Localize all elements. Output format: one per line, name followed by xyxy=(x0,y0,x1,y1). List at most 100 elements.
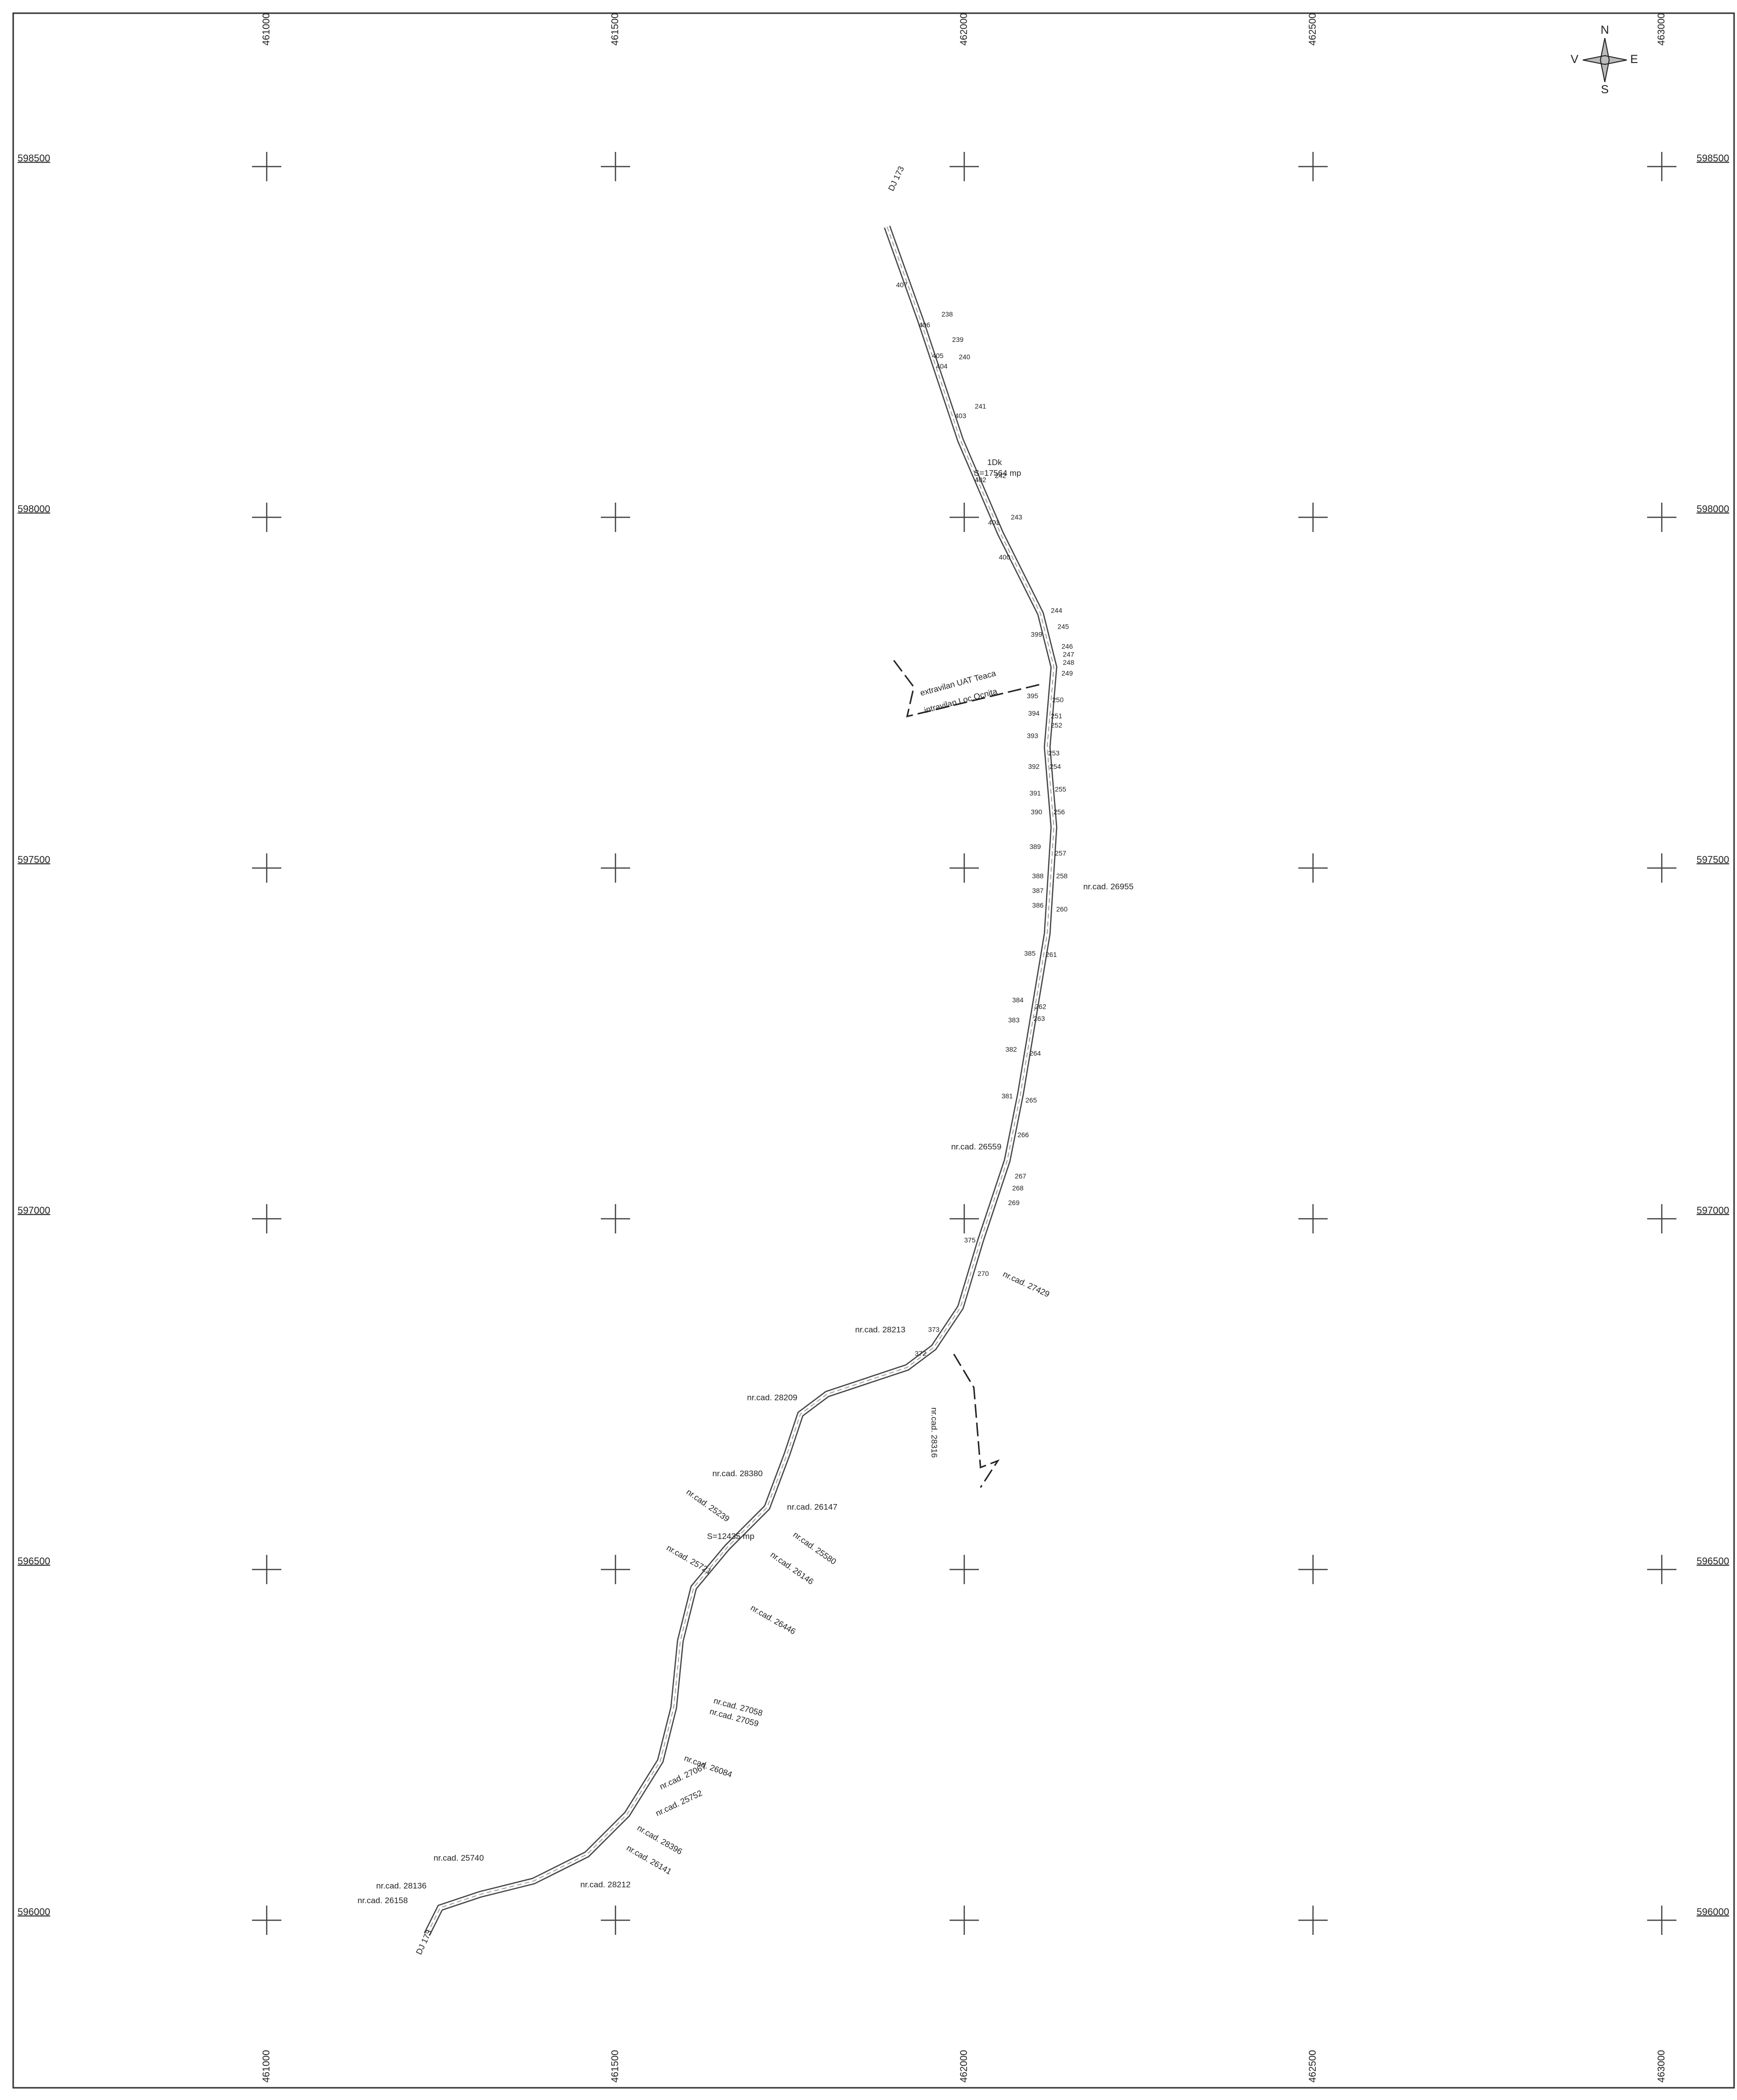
grid-cross xyxy=(1647,1555,1676,1584)
grid-cross xyxy=(1298,853,1328,883)
y-coordinate-label: 598500 xyxy=(18,153,50,164)
grid-cross xyxy=(1298,152,1328,181)
map-label: nr.cad. 25740 xyxy=(434,1853,484,1863)
map-label: 1Dk xyxy=(987,458,1002,467)
grid-cross xyxy=(252,1906,281,1935)
point-number: 253 xyxy=(1048,749,1060,757)
map-label: nr.cad. 28136 xyxy=(376,1881,426,1890)
point-number: 391 xyxy=(1030,789,1041,797)
map-label: nr.cad. 26446 xyxy=(749,1603,797,1636)
point-number: 406 xyxy=(919,321,931,329)
point-number: 407 xyxy=(896,281,908,289)
point-number: 250 xyxy=(1052,696,1064,703)
point-number: 390 xyxy=(1031,808,1042,816)
map-label: DJ 173 xyxy=(887,165,906,192)
road-surface xyxy=(424,226,1057,1935)
point-number: 264 xyxy=(1030,1049,1041,1057)
grid-cross xyxy=(950,152,979,181)
grid-cross xyxy=(950,1906,979,1935)
point-number: 262 xyxy=(1035,1003,1047,1011)
point-number: 260 xyxy=(1056,905,1068,913)
grid-cross xyxy=(601,152,630,181)
boundary-line xyxy=(953,1354,1000,1488)
grid-cross xyxy=(601,1204,630,1233)
point-number: 249 xyxy=(1061,669,1073,677)
point-number: 401 xyxy=(988,518,1000,526)
y-coordinate-label: 597500 xyxy=(18,854,50,865)
map-label: S=17564 mp xyxy=(974,468,1021,478)
x-coordinate-label: 462500 xyxy=(1307,13,1318,46)
grid-cross xyxy=(252,152,281,181)
map-label: nr.cad. 28209 xyxy=(747,1393,797,1402)
compass-letter: E xyxy=(1630,53,1638,66)
map-label: DJ 173 xyxy=(414,1929,434,1956)
point-number: 392 xyxy=(1028,763,1040,770)
map-label: nr.cad. 26955 xyxy=(1083,882,1134,891)
map-label: nr.cad. 26146 xyxy=(769,1550,815,1587)
point-number: 402 xyxy=(975,476,987,484)
point-number: 252 xyxy=(1051,721,1062,729)
compass-letter: N xyxy=(1601,23,1609,37)
grid-cross xyxy=(252,853,281,883)
boundary-line xyxy=(893,659,1041,718)
x-coordinate-label: 462500 xyxy=(1307,2050,1318,2083)
road-outline xyxy=(424,225,1058,1936)
point-number: 238 xyxy=(941,310,953,318)
compass-rose xyxy=(1583,38,1627,83)
point-number: 267 xyxy=(1015,1172,1027,1180)
grid-cross xyxy=(1298,1906,1328,1935)
x-coordinate-label: 461000 xyxy=(261,13,272,46)
grid-cross xyxy=(950,1555,979,1584)
map-label: nr.cad. 28213 xyxy=(855,1325,906,1334)
point-number: 257 xyxy=(1055,849,1066,857)
map-label: nr.cad. 28212 xyxy=(580,1880,631,1889)
grid-cross xyxy=(601,1906,630,1935)
point-number: 403 xyxy=(955,412,967,420)
grid-cross xyxy=(1298,503,1328,532)
y-coordinate-label: 598500 xyxy=(1696,153,1729,164)
point-number: 243 xyxy=(1011,513,1022,521)
point-number: 373 xyxy=(928,1326,940,1334)
map-label: nr.cad. 26559 xyxy=(951,1142,1001,1151)
map-label: nr.cad. 28380 xyxy=(712,1469,763,1478)
x-coordinate-label: 461500 xyxy=(610,2050,620,2083)
map-label: nr.cad. 26147 xyxy=(787,1503,837,1512)
grid-cross xyxy=(1298,1555,1328,1584)
point-number: 382 xyxy=(1005,1045,1017,1053)
map-label: nr.cad. 25580 xyxy=(791,1530,838,1567)
point-number: 393 xyxy=(1027,732,1038,740)
x-coordinate-label: 461500 xyxy=(610,13,620,46)
map-label: nr.cad. 28316 xyxy=(930,1407,939,1458)
grid-cross xyxy=(1647,1204,1676,1233)
point-number: 245 xyxy=(1058,622,1069,630)
map-label: nr.cad. 27429 xyxy=(1001,1270,1051,1299)
grid-cross xyxy=(1647,853,1676,883)
point-number: 255 xyxy=(1055,785,1066,793)
point-number: 375 xyxy=(964,1236,976,1244)
map-frame xyxy=(12,12,1735,2089)
y-coordinate-label: 597000 xyxy=(18,1205,50,1216)
point-number: 240 xyxy=(959,353,971,361)
y-coordinate-label: 598000 xyxy=(1696,504,1729,514)
map-label: nr.cad. 25239 xyxy=(685,1487,731,1524)
point-number: 261 xyxy=(1045,951,1057,958)
y-coordinate-label: 598000 xyxy=(18,504,50,514)
map-label: nr.cad. 26158 xyxy=(358,1896,408,1905)
point-number: 269 xyxy=(1008,1199,1020,1207)
point-number: 266 xyxy=(1017,1131,1029,1139)
point-number: 263 xyxy=(1034,1015,1045,1022)
point-number: 268 xyxy=(1012,1184,1024,1192)
compass-letter: S xyxy=(1601,83,1609,96)
road-axis xyxy=(426,227,1055,1935)
grid-cross xyxy=(950,503,979,532)
y-coordinate-label: 596500 xyxy=(18,1556,50,1567)
grid-cross xyxy=(252,1555,281,1584)
y-coordinate-label: 596500 xyxy=(1696,1556,1729,1567)
point-number: 388 xyxy=(1032,872,1044,880)
grid-cross xyxy=(601,1555,630,1584)
point-number: 246 xyxy=(1061,642,1073,650)
map-label: S=12435 mp xyxy=(707,1532,754,1541)
x-coordinate-label: 462000 xyxy=(958,2050,969,2083)
y-coordinate-label: 597000 xyxy=(1696,1205,1729,1216)
